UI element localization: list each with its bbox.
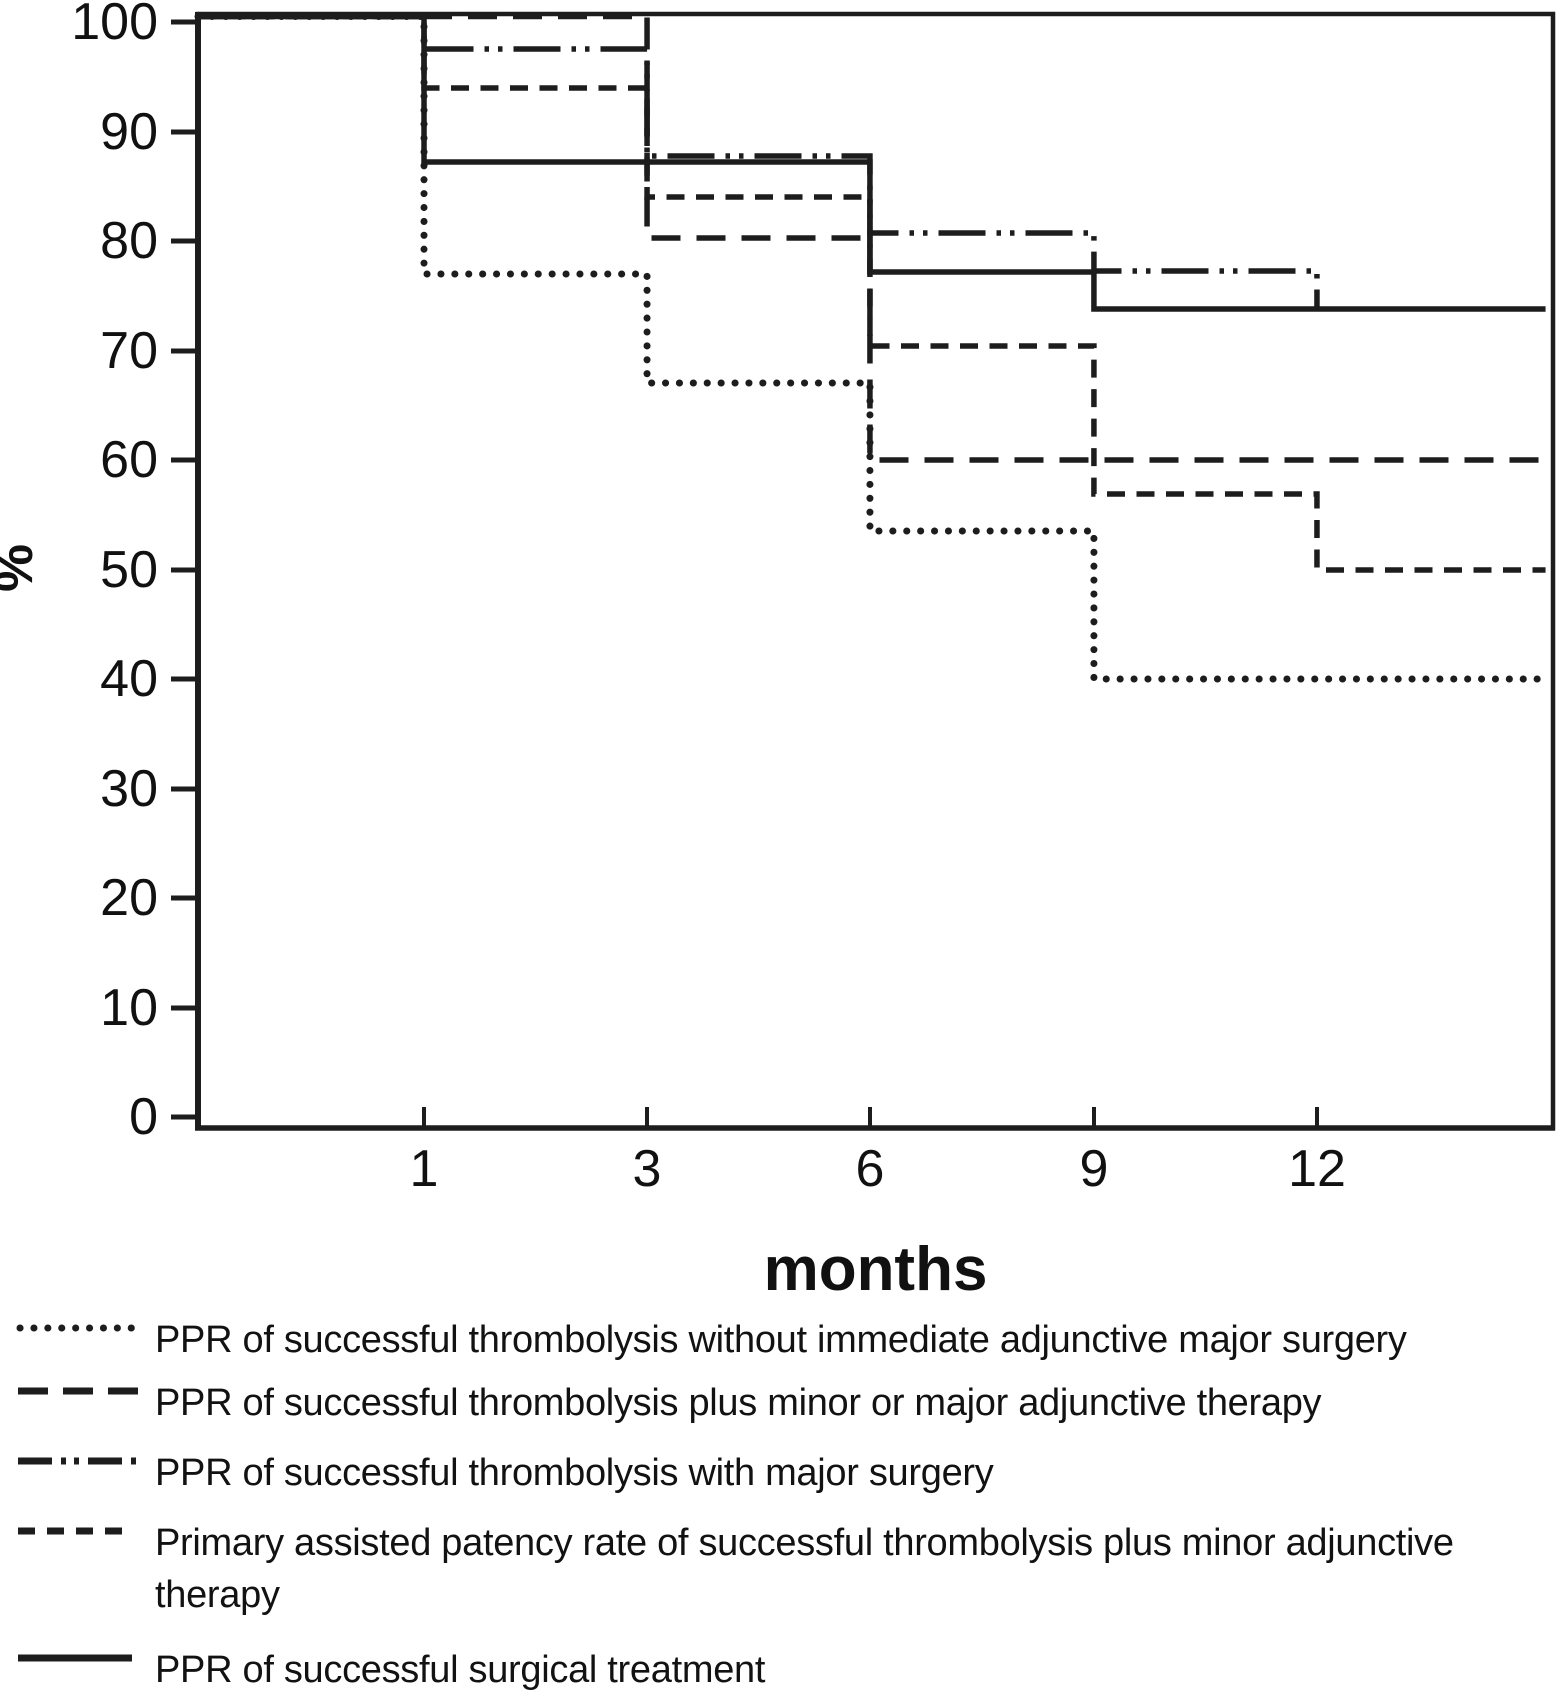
x-tick-label: 1 — [410, 1140, 439, 1198]
legend-label: PPR of successful thrombolysis without i… — [155, 1319, 1407, 1361]
dash-dot-dot-line-swatch — [18, 1457, 138, 1465]
legend-label: Primary assisted patency rate of success… — [155, 1522, 1454, 1616]
series-solid-curve — [198, 13, 1546, 312]
dotted-line-swatch — [16, 1324, 140, 1332]
x-tick-label: 12 — [1288, 1140, 1346, 1198]
series-long-dash-curve — [198, 13, 1546, 463]
y-tick-label: 20 — [100, 869, 158, 927]
y-tick-label: 60 — [100, 431, 158, 489]
legend-item: PPR of successful thrombolysis plus mino… — [10, 1377, 1322, 1429]
kaplan-meier-chart: 0 10 20 30 40 50 60 70 80 90 100 1 3 6 9 12 months% — [0, 0, 1556, 1304]
legend-item: PPR of successful surgical treatment — [10, 1644, 765, 1696]
y-tick-label: 30 — [100, 760, 158, 818]
x-tick-label: 3 — [633, 1140, 662, 1198]
x-tick-label: 6 — [856, 1140, 885, 1198]
y-tick-label: 80 — [100, 212, 158, 270]
plot-frame — [195, 11, 1556, 1131]
y-tick-label: 100 — [71, 0, 158, 51]
x-axis-title: months — [764, 1235, 988, 1304]
short-dash-line-swatch — [18, 1527, 126, 1535]
legend-item: PPR of successful thrombolysis without i… — [10, 1314, 1407, 1366]
y-tick-label: 90 — [100, 103, 158, 161]
y-tick-label: 50 — [100, 541, 158, 599]
y-tick-label: 0 — [129, 1088, 158, 1146]
x-tick-label: 9 — [1080, 1140, 1109, 1198]
legend-item: Primary assisted patency rate of success… — [10, 1517, 1500, 1621]
y-tick-label: 70 — [100, 322, 158, 380]
y-tick-label: 40 — [100, 650, 158, 708]
legend-label: PPR of successful surgical treatment — [155, 1649, 766, 1691]
legend-label: PPR of successful thrombolysis plus mino… — [155, 1382, 1322, 1424]
legend-item: PPR of successful thrombolysis with majo… — [10, 1447, 994, 1499]
y-tick-label: 10 — [100, 979, 158, 1037]
long-dash-line-swatch — [18, 1387, 140, 1395]
solid-line-swatch — [18, 1654, 132, 1662]
series-dotted-curve — [194, 13, 1550, 683]
y-axis-title: % — [0, 544, 44, 592]
legend-label: PPR of successful thrombolysis with majo… — [155, 1452, 994, 1494]
